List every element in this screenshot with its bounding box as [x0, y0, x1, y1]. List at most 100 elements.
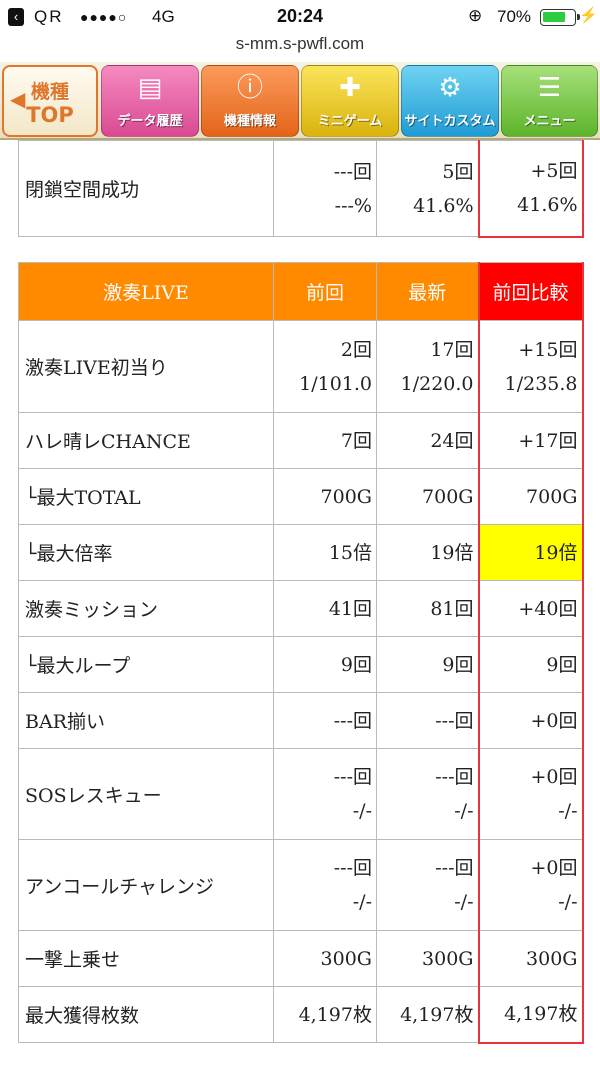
header-latest: 最新 [376, 262, 479, 321]
compare-cell: 9回 [477, 636, 584, 693]
compare-cell: +0回 [477, 692, 584, 749]
prev-cell: 700G [273, 468, 377, 525]
compare-cell: 300G [477, 930, 584, 987]
prev-value-1: ---回 [333, 857, 372, 879]
compare-cell: +0回 -/- [477, 748, 584, 840]
site-custom-button[interactable]: ⚙ サイトカスタム [401, 65, 499, 137]
prev-cell: 7回 [273, 412, 377, 469]
compare-value-2: 41.6% [517, 194, 578, 217]
latest-cell: 17回 1/220.0 [376, 320, 479, 413]
prev-cell: ---回 ---% [273, 140, 377, 237]
latest-cell: 4,197枚 [376, 986, 479, 1043]
prev-value-1: ---回 [333, 766, 372, 788]
latest-value-1: 17回 [430, 338, 474, 361]
mini-game-button[interactable]: ✚ ミニゲーム [301, 65, 399, 137]
prev-value-2: 1/101.0 [299, 372, 372, 395]
machine-info-button[interactable]: ⓘ 機種情報 [201, 65, 299, 137]
compare-value-1: +0回 [530, 857, 578, 879]
compare-cell: +5回 41.6% [477, 140, 584, 238]
data-history-button[interactable]: ▤ データ履歴 [101, 65, 199, 137]
compare-cell: 700G [477, 468, 584, 525]
row-label: └最大倍率 [18, 524, 274, 581]
info-icon: ⓘ [236, 73, 263, 103]
table-row: 一撃上乗せ 300G 300G 300G [18, 930, 584, 987]
chart-document-icon: ▤ [137, 73, 163, 103]
compare-cell: +15回 1/235.8 [477, 320, 584, 413]
prev-value-1: 2回 [340, 338, 372, 361]
prev-cell: 2回 1/101.0 [273, 320, 377, 413]
prev-value-1: ---回 [333, 160, 372, 183]
latest-cell: 81回 [376, 580, 479, 637]
compare-cell: 4,197枚 [477, 986, 584, 1044]
machine-top-label-2: TOP [26, 103, 74, 127]
table-row: 閉鎖空間成功 ---回 ---% 5回 41.6% +5回 41.6% [18, 140, 584, 238]
latest-cell: 9回 [376, 636, 479, 693]
latest-value-1: ---回 [435, 857, 474, 879]
latest-value-1: ---回 [435, 766, 474, 788]
clock: 20:24 [276, 6, 324, 26]
machine-top-label-1: 機種 [30, 81, 69, 103]
menu-button[interactable]: ☰ メニュー [501, 65, 598, 137]
rotation-lock-icon: ⊕ [468, 6, 483, 25]
compare-value-1: +15回 [518, 338, 578, 361]
menu-label: メニュー [523, 114, 576, 129]
carrier-label: QR [34, 7, 64, 26]
back-arrow-icon: ◀ [10, 87, 26, 111]
row-label: 激奏ミッション [18, 580, 274, 637]
battery-icon [540, 9, 580, 26]
latest-cell: 5回 41.6% [376, 140, 479, 237]
table-header-row: 激奏LIVE 前回 最新 前回比較 [18, 262, 584, 321]
prev-cell: 41回 [273, 580, 377, 637]
latest-cell: 700G [376, 468, 479, 525]
network-type: 4G [152, 7, 175, 26]
data-history-label: データ履歴 [117, 114, 183, 129]
compare-value-1: +5回 [530, 160, 578, 183]
status-bar: ‹ QR ●●●●○ 4G 20:24 ⊕ 70% ⚡ [0, 0, 600, 34]
prev-value-2: -/- [352, 891, 372, 913]
table-row: ハレ晴レCHANCE 7回 24回 +17回 [18, 412, 584, 469]
table-row: 激奏ミッション 41回 81回 +40回 [18, 580, 584, 637]
latest-cell: ---回 -/- [376, 839, 479, 931]
compare-value-2: 1/235.8 [504, 372, 578, 395]
latest-value-2: 41.6% [413, 194, 474, 217]
prev-value-2: -/- [352, 800, 372, 822]
site-custom-label: サイトカスタム [404, 114, 496, 129]
row-label: SOSレスキュー [18, 748, 274, 840]
battery-percent: 70% [497, 7, 532, 26]
compare-cell: +17回 [477, 412, 584, 469]
header-title: 激奏LIVE [18, 262, 274, 321]
compare-cell: +0回 -/- [477, 839, 584, 931]
table-row: 最大獲得枚数 4,197枚 4,197枚 4,197枚 [18, 986, 584, 1044]
table-row: └最大倍率 15倍 19倍 19倍 [18, 524, 584, 581]
compare-value-1: +0回 [530, 766, 578, 788]
latest-value-1: 5回 [442, 160, 474, 183]
row-label: 最大獲得枚数 [18, 986, 274, 1043]
address-bar-url[interactable]: s-mm.s-pwfl.com [235, 34, 365, 53]
table-row: アンコールチャレンジ ---回 -/- ---回 -/- +0回 -/- [18, 839, 584, 931]
table-row: SOSレスキュー ---回 -/- ---回 -/- +0回 -/- [18, 748, 584, 840]
mini-game-label: ミニゲーム [317, 114, 383, 129]
row-label: アンコールチャレンジ [18, 839, 274, 931]
prev-cell: 4,197枚 [273, 986, 377, 1043]
latest-value-2: -/- [454, 891, 474, 913]
compare-value-2: -/- [558, 891, 578, 913]
header-compare: 前回比較 [477, 262, 584, 321]
back-to-app-icon[interactable]: ‹ [8, 8, 24, 26]
gamepad-icon: ✚ [339, 73, 361, 103]
latest-cell: ---回 -/- [376, 748, 479, 840]
prev-cell: 300G [273, 930, 377, 987]
machine-top-button[interactable]: ◀ 機種 TOP [2, 65, 98, 137]
row-label: 一撃上乗せ [18, 930, 274, 987]
machine-info-label: 機種情報 [223, 114, 276, 129]
row-label: └最大ループ [18, 636, 274, 693]
latest-value-2: -/- [454, 800, 474, 822]
row-label: BAR揃い [18, 692, 274, 749]
site-nav-bar: ◀ 機種 TOP ▤ データ履歴 ⓘ 機種情報 ✚ ミニゲーム ⚙ サイトカスタ… [0, 62, 600, 140]
latest-value-2: 1/220.0 [400, 372, 474, 395]
prev-cell: ---回 -/- [273, 839, 377, 931]
gear-icon: ⚙ [438, 73, 462, 103]
latest-cell: ---回 [376, 692, 479, 749]
compare-cell: +40回 [477, 580, 584, 637]
header-prev: 前回 [273, 262, 377, 321]
prev-cell: 9回 [273, 636, 377, 693]
